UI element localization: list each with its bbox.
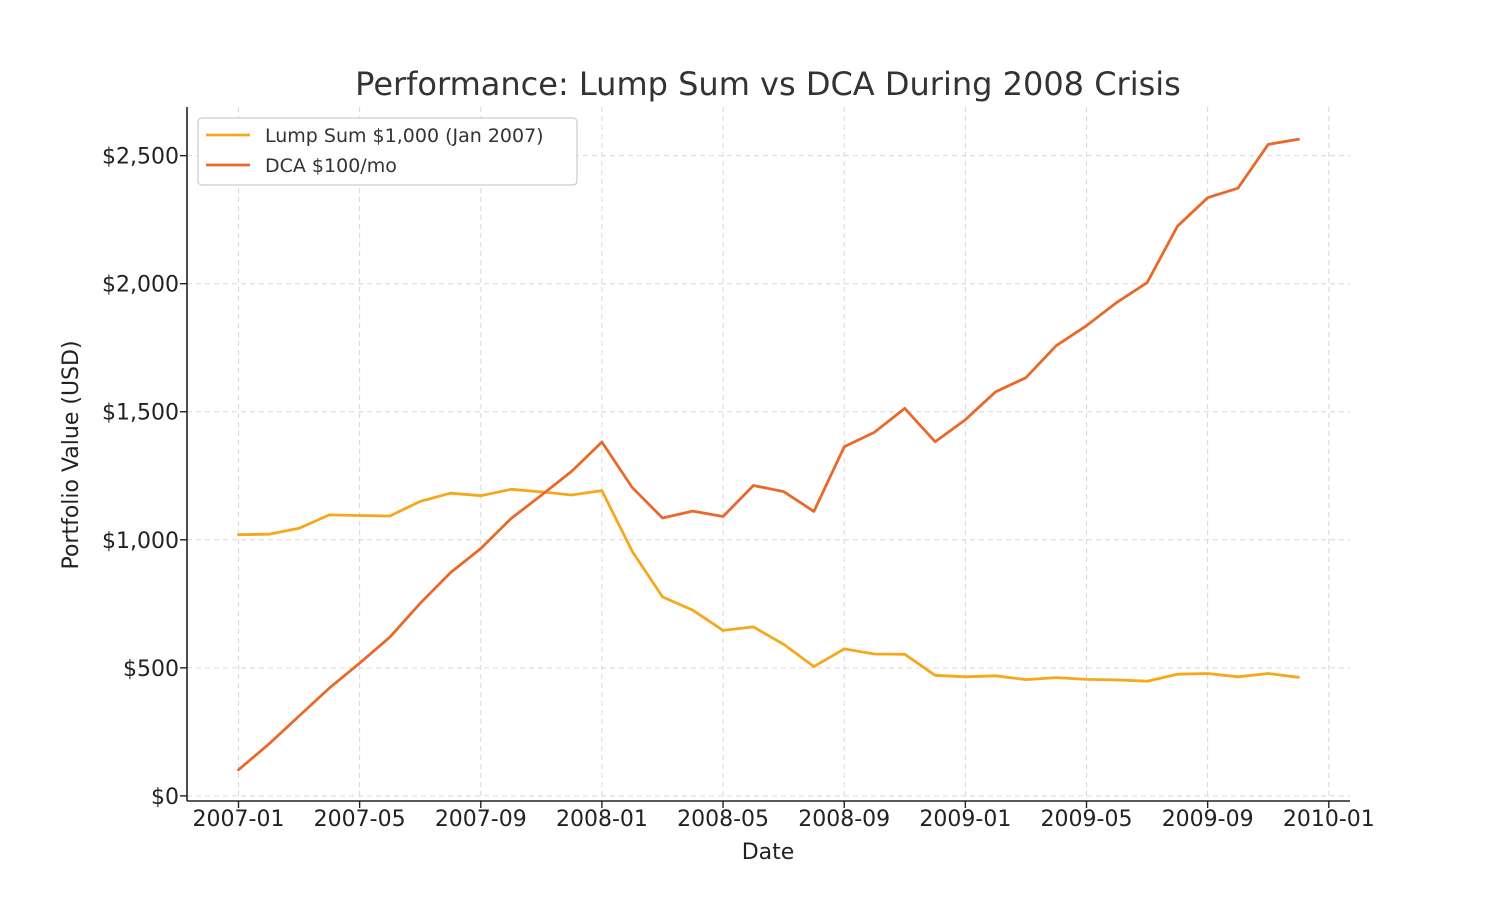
legend-label: DCA $100/mo	[265, 155, 397, 177]
y-tick-label: $500	[123, 657, 179, 682]
legend-label: Lump Sum $1,000 (Jan 2007)	[265, 125, 544, 147]
y-tick-label: $1,500	[102, 401, 179, 426]
series-line-dca	[237, 137, 1300, 772]
x-tick-label: 2008-09	[798, 807, 890, 832]
chart-title: Performance: Lump Sum vs DCA During 2008…	[355, 65, 1181, 103]
grid-layer	[187, 107, 1350, 801]
y-tick-label: $0	[151, 785, 179, 810]
x-axis-label: Date	[742, 840, 795, 865]
series-layer	[237, 137, 1300, 772]
x-tick-label: 2008-05	[677, 807, 769, 832]
x-tick-label: 2007-01	[193, 807, 285, 832]
x-tick-label: 2008-01	[556, 807, 648, 832]
x-tick-label: 2007-09	[435, 807, 527, 832]
y-tick-label: $2,500	[102, 145, 179, 170]
y-axis-ticks: $0 $500 $1,000 $1,500 $2,000 $2,500	[102, 145, 187, 810]
y-tick-label: $1,000	[102, 529, 179, 554]
x-tick-label: 2009-09	[1162, 807, 1254, 832]
x-axis-ticks: 2007-01 2007-05 2007-09 2008-01 2008-05 2008-…	[193, 801, 1375, 832]
legend: Lump Sum $1,000 (Jan 2007) DCA $100/mo	[197, 117, 578, 186]
legend-box	[197, 117, 578, 186]
y-tick-label: $2,000	[102, 273, 179, 298]
x-tick-label: 2009-01	[919, 807, 1011, 832]
x-tick-label: 2009-05	[1041, 807, 1133, 832]
x-tick-label: 2007-05	[314, 807, 406, 832]
series-line-lump-sum	[237, 487, 1300, 683]
y-axis-label: Portfolio Value (USD)	[59, 340, 84, 569]
x-tick-label: 2010-01	[1283, 807, 1375, 832]
